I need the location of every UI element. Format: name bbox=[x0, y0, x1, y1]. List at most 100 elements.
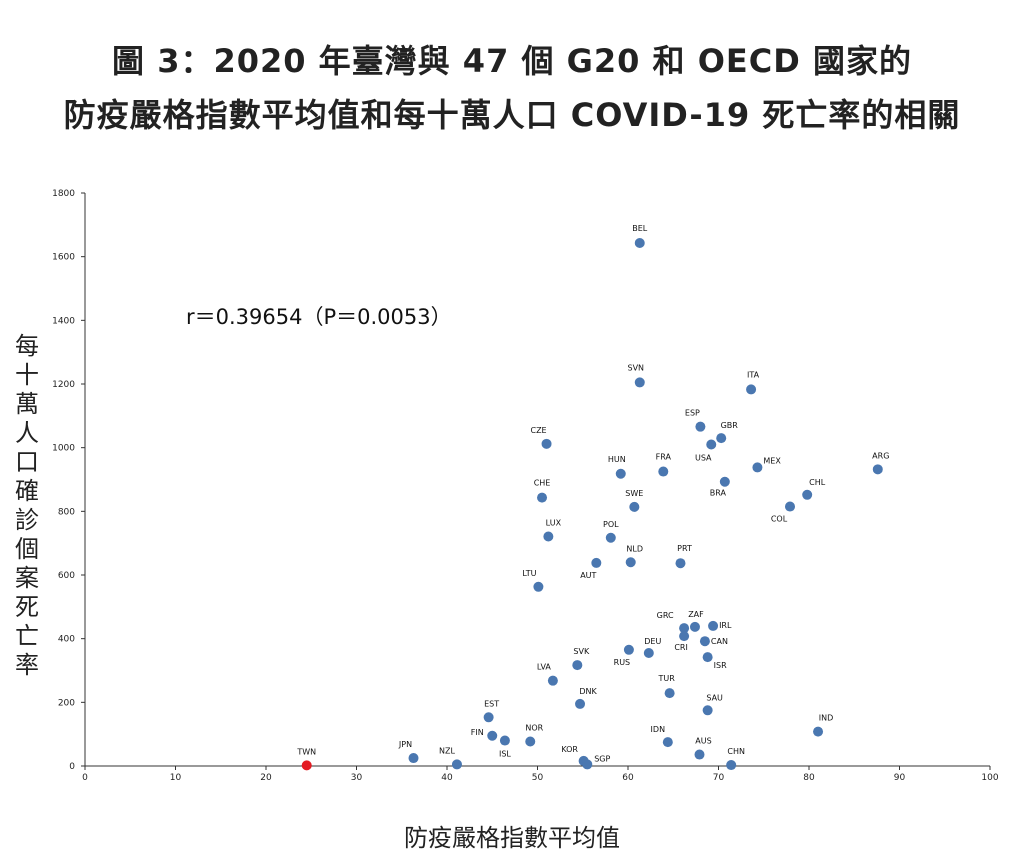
data-point-ind bbox=[813, 726, 824, 737]
point-label-fin: FIN bbox=[471, 728, 484, 737]
point-label-svn: SVN bbox=[627, 363, 644, 372]
data-point-twn bbox=[301, 760, 312, 771]
point-label-svk: SVK bbox=[573, 647, 590, 656]
chart-subtitle: 防疫嚴格指數平均值和每十萬人口 COVID-19 死亡率的相關 bbox=[63, 96, 961, 134]
data-point-che bbox=[537, 492, 548, 503]
y-tick-label: 200 bbox=[58, 698, 75, 708]
data-point-idn bbox=[662, 737, 673, 748]
x-tick-label: 100 bbox=[981, 773, 998, 783]
point-label-col: COL bbox=[771, 515, 788, 524]
point-label-fra: FRA bbox=[656, 453, 672, 462]
point-label-bra: BRA bbox=[710, 489, 727, 498]
data-point-nzl bbox=[451, 759, 462, 770]
point-label-tur: TUR bbox=[657, 674, 675, 683]
data-point-svk bbox=[572, 660, 583, 671]
point-label-ita: ITA bbox=[747, 370, 760, 379]
point-label-isr: ISR bbox=[714, 661, 727, 670]
point-label-jpn: JPN bbox=[398, 740, 412, 749]
data-point-deu bbox=[643, 647, 654, 658]
data-point-esp bbox=[695, 421, 706, 432]
chart-title: 圖 3：2020 年臺灣與 47 個 G20 和 OECD 國家的 bbox=[112, 42, 912, 80]
x-axis-label: 防疫嚴格指數平均值 bbox=[404, 824, 620, 852]
y-tick-label: 1200 bbox=[52, 380, 75, 390]
point-label-idn: IDN bbox=[651, 725, 666, 734]
data-point-col bbox=[784, 501, 795, 512]
x-tick-label: 30 bbox=[351, 773, 363, 783]
point-label-deu: DEU bbox=[644, 637, 661, 646]
data-point-chl bbox=[802, 489, 813, 500]
point-label-dnk: DNK bbox=[579, 687, 597, 696]
point-label-arg: ARG bbox=[872, 451, 889, 460]
data-point-bel bbox=[634, 237, 645, 248]
point-label-swe: SWE bbox=[625, 489, 643, 498]
y-tick-label: 400 bbox=[58, 635, 75, 645]
data-point-isr bbox=[702, 652, 713, 663]
x-tick-label: 90 bbox=[894, 773, 906, 783]
data-point-lva bbox=[547, 675, 558, 686]
point-label-kor: KOR bbox=[561, 745, 578, 754]
data-point-swe bbox=[629, 501, 640, 512]
data-point-fin bbox=[487, 730, 498, 741]
point-label-prt: PRT bbox=[677, 544, 692, 553]
y-tick-label: 1600 bbox=[52, 253, 75, 263]
point-label-ltu: LTU bbox=[522, 569, 536, 578]
data-point-bra bbox=[719, 476, 730, 487]
x-tick-label: 10 bbox=[170, 773, 182, 783]
x-tick-label: 50 bbox=[532, 773, 544, 783]
point-label-sau: SAU bbox=[706, 693, 723, 702]
data-point-arg bbox=[872, 464, 883, 475]
data-point-chn bbox=[726, 760, 737, 771]
x-tick-label: 80 bbox=[803, 773, 815, 783]
data-point-irl bbox=[708, 620, 719, 631]
data-point-cze bbox=[541, 438, 552, 449]
y-tick-label: 800 bbox=[58, 507, 75, 517]
data-point-nld bbox=[625, 557, 636, 568]
point-label-lux: LUX bbox=[546, 518, 562, 527]
x-tick-label: 0 bbox=[82, 773, 88, 783]
x-tick-label: 40 bbox=[441, 773, 453, 783]
point-label-chl: CHL bbox=[809, 478, 826, 487]
data-point-svn bbox=[634, 377, 645, 388]
y-tick-label: 0 bbox=[69, 762, 75, 772]
data-point-prt bbox=[675, 558, 686, 569]
data-point-dnk bbox=[575, 698, 586, 709]
y-tick-label: 1000 bbox=[52, 444, 75, 454]
point-label-ind: IND bbox=[819, 714, 834, 723]
point-label-zaf: ZAF bbox=[688, 610, 704, 619]
point-label-pol: POL bbox=[603, 520, 619, 529]
data-point-ltu bbox=[533, 581, 544, 592]
data-point-ita bbox=[746, 384, 757, 395]
x-tick-label: 60 bbox=[622, 773, 634, 783]
y-tick-label: 600 bbox=[58, 571, 75, 581]
point-label-che: CHE bbox=[534, 479, 551, 488]
data-point-cri bbox=[679, 631, 690, 642]
point-label-usa: USA bbox=[695, 453, 712, 462]
y-axis-label: 每十萬人口確診個案死亡率 bbox=[15, 332, 39, 679]
point-label-nor: NOR bbox=[525, 723, 543, 732]
data-point-can bbox=[699, 636, 710, 647]
data-point-sau bbox=[702, 705, 713, 716]
point-label-grc: GRC bbox=[657, 611, 674, 620]
data-point-nor bbox=[525, 736, 536, 747]
point-label-chn: CHN bbox=[727, 747, 745, 756]
point-label-irl: IRL bbox=[719, 621, 732, 630]
point-label-mex: MEX bbox=[763, 456, 781, 465]
point-label-hun: HUN bbox=[608, 455, 626, 464]
x-tick-label: 20 bbox=[260, 773, 272, 783]
point-label-gbr: GBR bbox=[721, 421, 739, 430]
data-point-lux bbox=[543, 531, 554, 542]
data-point-aus bbox=[694, 749, 705, 760]
data-point-tur bbox=[664, 688, 675, 699]
data-point-fra bbox=[658, 466, 669, 477]
data-point-pol bbox=[605, 532, 616, 543]
data-point-mex bbox=[752, 462, 763, 473]
data-point-sgp bbox=[582, 759, 593, 770]
point-label-sgp: SGP bbox=[594, 754, 610, 763]
data-point-rus bbox=[623, 644, 634, 655]
data-point-hun bbox=[615, 468, 626, 479]
data-point-gbr bbox=[716, 433, 727, 444]
data-point-est bbox=[483, 712, 494, 723]
y-tick-label: 1800 bbox=[52, 189, 75, 199]
point-label-est: EST bbox=[484, 699, 499, 708]
data-point-usa bbox=[706, 439, 717, 450]
